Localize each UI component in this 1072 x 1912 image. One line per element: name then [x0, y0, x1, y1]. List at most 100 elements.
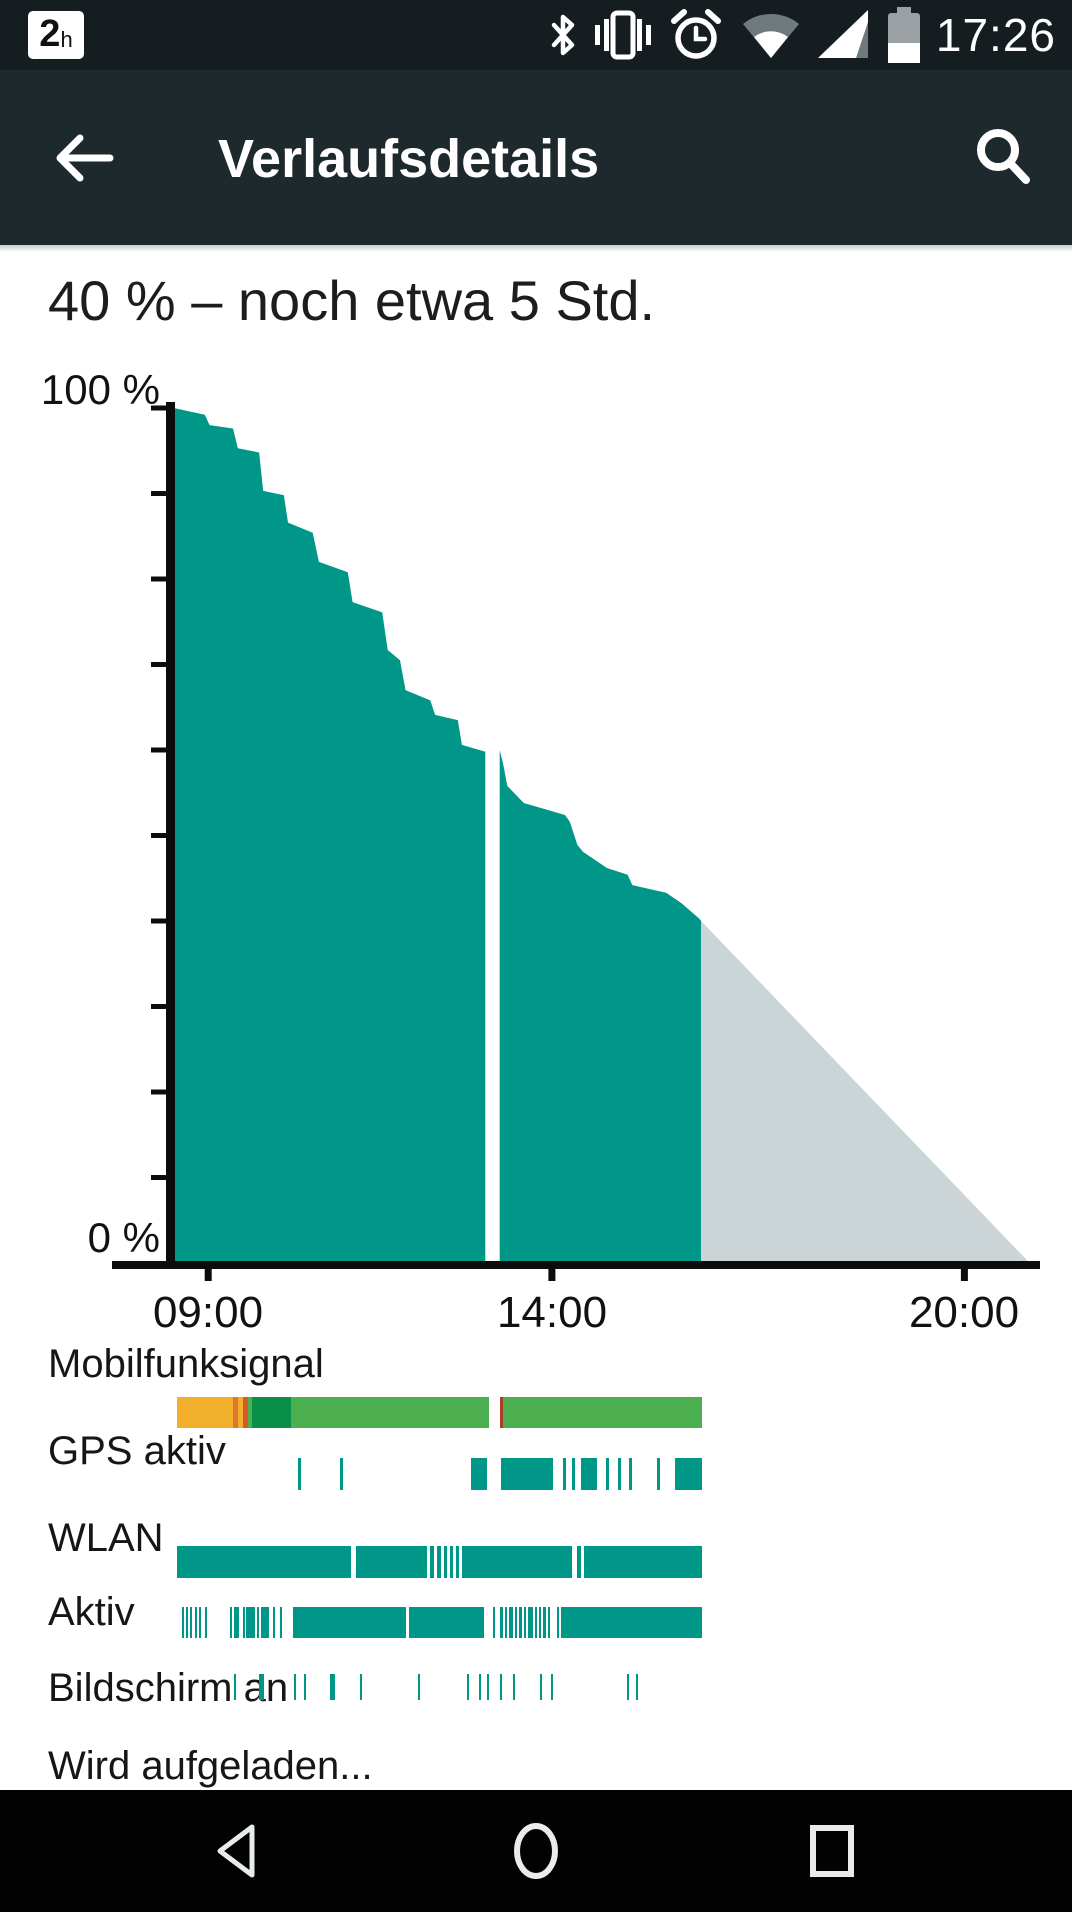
search-icon [977, 129, 1030, 184]
track-segment [528, 1607, 533, 1638]
track-segment [257, 1607, 259, 1638]
nav-recents-button[interactable] [800, 1819, 864, 1883]
track-segment [456, 1546, 459, 1578]
track-segment [557, 1607, 559, 1638]
app-bar-shadow [0, 245, 1072, 252]
track-segment [515, 1607, 517, 1638]
track-segment [524, 1607, 526, 1638]
status-icons [546, 7, 924, 63]
x-axis-tick-label: 09:00 [152, 1288, 264, 1337]
row-label-charging: Wird aufgeladen... [48, 1744, 373, 1788]
track-segment [243, 1397, 248, 1428]
track-segment [298, 1458, 301, 1490]
row-label-active: Aktiv [48, 1590, 135, 1634]
row-label-gps-active: GPS aktiv [48, 1429, 226, 1473]
track-segment [581, 1458, 597, 1490]
usage-hours-unit: h [60, 27, 73, 52]
track-segment [675, 1458, 702, 1490]
track-segment [409, 1607, 484, 1638]
track-segment [360, 1674, 362, 1700]
track-segment [248, 1397, 252, 1428]
search-button[interactable] [966, 120, 1042, 196]
nav-recents-icon [810, 1825, 854, 1877]
active-track [177, 1607, 702, 1638]
row-label-wlan: WLAN [48, 1516, 164, 1560]
track-segment [618, 1458, 621, 1490]
wifi-icon [742, 13, 799, 58]
track-segment [539, 1607, 541, 1638]
track-segment [561, 1607, 702, 1638]
x-axis-tick-label: 14:00 [496, 1288, 608, 1337]
track-segment [503, 1397, 702, 1428]
track-segment [195, 1607, 197, 1638]
track-segment [471, 1458, 487, 1490]
alarm-icon [670, 9, 721, 59]
track-segment [535, 1607, 537, 1638]
app-bar [0, 70, 1072, 245]
track-segment [519, 1607, 522, 1638]
track-segment [430, 1546, 434, 1578]
track-segment [462, 1546, 572, 1578]
track-segment [450, 1546, 453, 1578]
track-segment [243, 1607, 245, 1638]
track-segment [246, 1607, 255, 1638]
track-segment [261, 1607, 269, 1638]
track-segment [340, 1458, 343, 1490]
track-segment [444, 1546, 447, 1578]
track-segment [186, 1607, 188, 1638]
track-segment [584, 1546, 702, 1578]
track-segment [548, 1607, 550, 1638]
status-clock: 17:26 [935, 9, 1056, 61]
track-segment [177, 1397, 233, 1428]
track-segment [636, 1674, 638, 1700]
y-axis-label-top: 100 % [40, 366, 160, 413]
track-segment [500, 1397, 503, 1428]
page-title: Verlaufsdetails [218, 129, 600, 189]
track-segment [629, 1458, 632, 1490]
x-axis-tick-label: 20:00 [908, 1288, 1020, 1337]
battery-icon [887, 7, 920, 63]
nav-back-button[interactable] [208, 1819, 272, 1883]
track-segment [500, 1674, 502, 1700]
track-segment [199, 1607, 201, 1638]
track-segment [657, 1458, 660, 1490]
y-axis-label-bottom: 0 % [87, 1214, 160, 1261]
screen-on-track [177, 1674, 702, 1700]
navigation-bar [0, 1790, 1072, 1912]
track-segment [182, 1607, 184, 1638]
back-button[interactable] [48, 126, 118, 190]
row-label-mobile-signal: Mobilfunksignal [48, 1342, 324, 1386]
mobile-signal-track [177, 1397, 702, 1428]
track-segment [273, 1607, 275, 1638]
track-segment [177, 1546, 351, 1578]
track-segment [356, 1546, 427, 1578]
track-segment [606, 1458, 609, 1490]
track-segment [505, 1607, 507, 1638]
track-segment [304, 1674, 306, 1700]
nav-home-button[interactable] [504, 1819, 568, 1883]
track-segment [467, 1674, 469, 1700]
track-segment [572, 1458, 575, 1490]
track-segment [233, 1397, 238, 1428]
track-segment [330, 1674, 335, 1700]
track-segment [509, 1607, 513, 1638]
track-segment [501, 1458, 553, 1490]
track-segment [294, 1674, 296, 1700]
track-segment [577, 1546, 581, 1578]
track-segment [234, 1607, 239, 1638]
track-segment [293, 1607, 406, 1638]
track-segment [500, 1607, 503, 1638]
track-segment [513, 1674, 515, 1700]
track-segment [252, 1397, 291, 1428]
track-segment [238, 1397, 243, 1428]
wlan-track [177, 1546, 702, 1578]
track-segment [493, 1607, 495, 1638]
cellular-signal-icon [817, 10, 868, 58]
vibrate-icon [594, 10, 651, 60]
gps-active-track [177, 1458, 702, 1490]
track-segment [190, 1607, 192, 1638]
track-segment [627, 1674, 629, 1700]
